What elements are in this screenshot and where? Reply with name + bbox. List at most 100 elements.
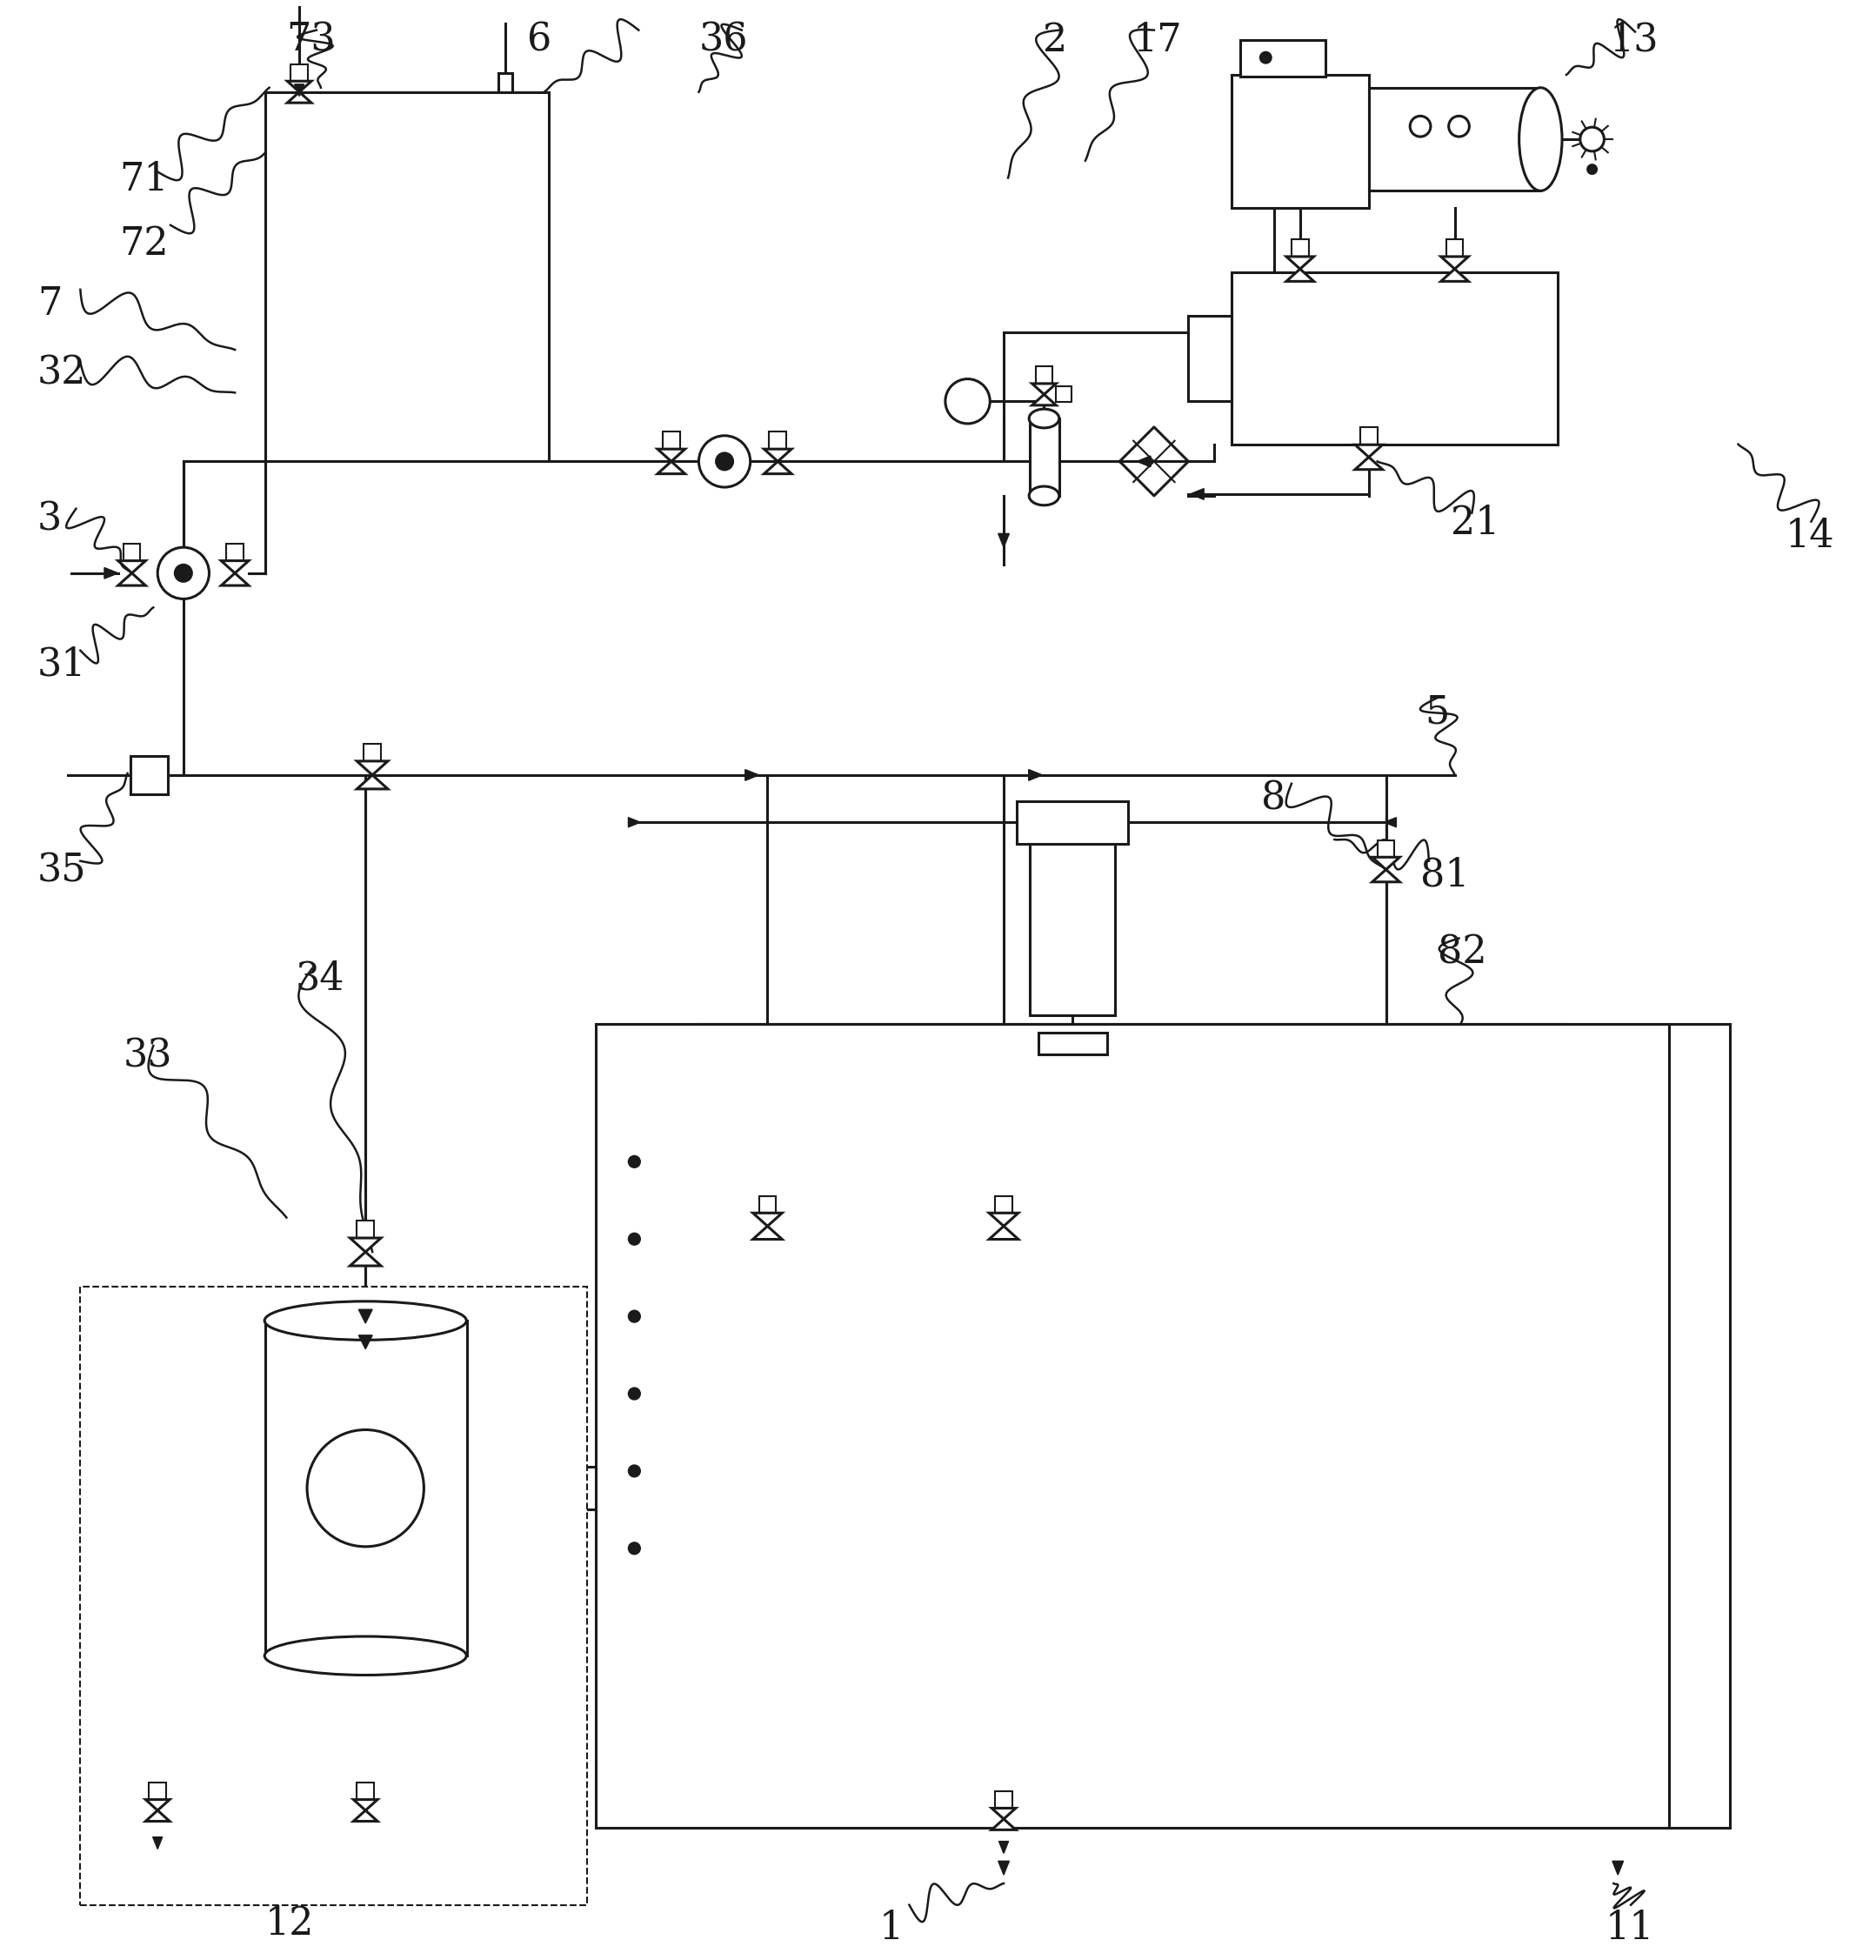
Polygon shape <box>1287 269 1313 282</box>
Polygon shape <box>998 533 1009 547</box>
Polygon shape <box>356 774 388 790</box>
Text: 7: 7 <box>38 286 62 323</box>
Polygon shape <box>221 561 250 572</box>
Circle shape <box>174 564 191 582</box>
Bar <box>1056 386 1071 402</box>
Circle shape <box>628 1233 640 1245</box>
Bar <box>1360 427 1377 445</box>
Circle shape <box>1448 116 1469 137</box>
Polygon shape <box>745 770 760 780</box>
Bar <box>227 543 244 561</box>
Text: 73: 73 <box>287 22 336 59</box>
Polygon shape <box>989 1227 1019 1239</box>
Ellipse shape <box>1030 486 1060 506</box>
Text: 2: 2 <box>1043 22 1067 59</box>
Polygon shape <box>287 80 311 92</box>
Bar <box>364 745 381 760</box>
Circle shape <box>717 453 734 470</box>
Polygon shape <box>353 1811 377 1821</box>
Ellipse shape <box>265 1637 467 1676</box>
Polygon shape <box>658 461 685 474</box>
Polygon shape <box>752 1213 782 1227</box>
Polygon shape <box>1137 457 1150 466</box>
Polygon shape <box>295 84 304 96</box>
Text: 17: 17 <box>1133 22 1182 59</box>
Polygon shape <box>1032 394 1056 406</box>
Bar <box>1670 1025 1730 1827</box>
Text: 11: 11 <box>1606 1909 1655 1946</box>
Bar <box>124 543 141 561</box>
Polygon shape <box>1371 870 1399 882</box>
Text: 31: 31 <box>38 647 86 684</box>
Text: 32: 32 <box>38 355 86 392</box>
Polygon shape <box>1354 445 1383 457</box>
Bar <box>1240 41 1326 76</box>
Bar <box>1030 419 1060 496</box>
Polygon shape <box>1354 457 1383 470</box>
Polygon shape <box>998 1840 1009 1854</box>
Polygon shape <box>752 1227 782 1239</box>
Ellipse shape <box>1030 410 1060 427</box>
Polygon shape <box>356 760 388 774</box>
Bar <box>597 1025 1670 1827</box>
Text: 35: 35 <box>38 853 86 890</box>
Bar <box>1291 239 1309 257</box>
Circle shape <box>628 1464 640 1478</box>
Circle shape <box>946 378 991 423</box>
Bar <box>994 1196 1013 1213</box>
Text: 33: 33 <box>124 1037 173 1074</box>
Polygon shape <box>764 461 792 474</box>
Polygon shape <box>353 1799 377 1811</box>
Polygon shape <box>1371 857 1399 870</box>
Bar <box>760 1196 777 1213</box>
Bar <box>612 1039 1655 1813</box>
Bar <box>1369 88 1540 190</box>
Text: 72: 72 <box>118 225 169 263</box>
Polygon shape <box>1441 269 1469 282</box>
Circle shape <box>1411 116 1431 137</box>
Bar <box>1030 843 1116 1015</box>
Text: 34: 34 <box>295 960 345 998</box>
Bar <box>257 1321 475 1656</box>
Polygon shape <box>992 1819 1015 1831</box>
Bar <box>148 1782 167 1799</box>
Polygon shape <box>989 1213 1019 1227</box>
Text: 21: 21 <box>1450 504 1499 543</box>
Bar <box>769 431 786 449</box>
Polygon shape <box>1384 817 1396 827</box>
Text: 12: 12 <box>265 1905 313 1942</box>
Polygon shape <box>1028 770 1043 780</box>
Bar <box>994 1791 1013 1809</box>
Text: 71: 71 <box>118 161 169 198</box>
Circle shape <box>1261 53 1270 63</box>
Circle shape <box>1580 127 1604 151</box>
Bar <box>129 757 169 794</box>
Polygon shape <box>1189 488 1204 500</box>
Polygon shape <box>1611 1862 1623 1876</box>
Text: 3: 3 <box>38 500 62 537</box>
Polygon shape <box>351 1239 381 1252</box>
Bar <box>1231 74 1369 208</box>
Polygon shape <box>152 1837 163 1848</box>
Circle shape <box>628 1543 640 1554</box>
Circle shape <box>628 1388 640 1399</box>
Bar <box>1446 239 1463 257</box>
Bar <box>356 1782 373 1799</box>
Polygon shape <box>351 1252 381 1266</box>
Bar <box>1037 1033 1107 1054</box>
Polygon shape <box>105 568 118 578</box>
Bar <box>499 73 512 92</box>
Bar <box>1231 272 1557 445</box>
Circle shape <box>1587 165 1596 174</box>
Circle shape <box>698 435 750 488</box>
Polygon shape <box>628 817 640 827</box>
Text: 1: 1 <box>880 1909 904 1946</box>
Bar <box>1188 316 1231 402</box>
Polygon shape <box>1287 257 1313 269</box>
Polygon shape <box>658 449 685 461</box>
Polygon shape <box>1441 257 1469 269</box>
Polygon shape <box>118 572 146 586</box>
Bar <box>81 1286 587 1905</box>
Bar <box>291 65 308 80</box>
Polygon shape <box>287 92 311 102</box>
